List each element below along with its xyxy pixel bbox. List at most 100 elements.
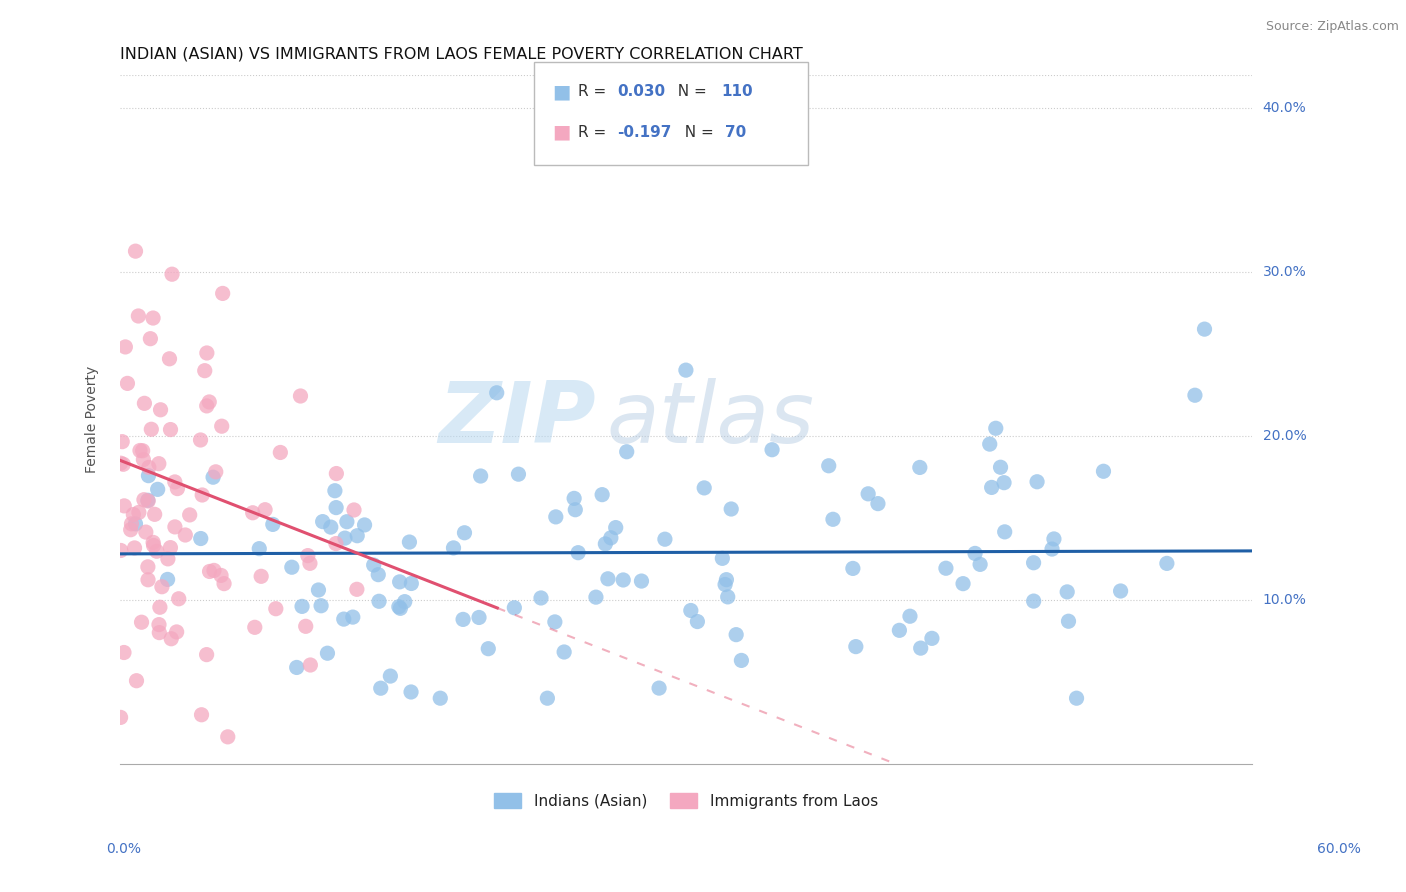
Point	[290, 389, 312, 403]
Text: N =: N =	[668, 85, 711, 99]
Point	[124, 516, 146, 531]
Point	[336, 515, 359, 529]
Point	[190, 532, 212, 546]
Point	[1194, 322, 1216, 336]
Point	[309, 599, 332, 613]
Point	[325, 536, 347, 550]
Point	[443, 541, 465, 555]
Point	[394, 594, 416, 608]
Point	[127, 309, 149, 323]
Point	[269, 445, 291, 459]
Point	[993, 475, 1015, 490]
Point	[204, 465, 226, 479]
Point	[112, 457, 135, 471]
Point	[111, 434, 134, 449]
Point	[567, 546, 589, 560]
Point	[898, 609, 921, 624]
Point	[139, 332, 162, 346]
Point	[399, 685, 422, 699]
Point	[297, 549, 319, 563]
Point	[281, 560, 304, 574]
Point	[166, 482, 188, 496]
Point	[679, 603, 702, 617]
Point	[156, 573, 179, 587]
Text: 60.0%: 60.0%	[1316, 842, 1361, 856]
Point	[212, 576, 235, 591]
Text: R =: R =	[578, 125, 612, 139]
Point	[544, 509, 567, 524]
Point	[124, 244, 146, 259]
Text: Source: ZipAtlas.com: Source: ZipAtlas.com	[1265, 20, 1399, 33]
Point	[693, 481, 716, 495]
Point	[429, 691, 451, 706]
Point	[530, 591, 553, 605]
Point	[124, 541, 146, 555]
Point	[686, 615, 709, 629]
Point	[217, 730, 239, 744]
Point	[174, 528, 197, 542]
Point	[952, 576, 974, 591]
Point	[143, 508, 166, 522]
Point	[564, 502, 586, 516]
Point	[136, 494, 159, 508]
Point	[380, 669, 402, 683]
Point	[1057, 614, 1080, 628]
Point	[159, 541, 181, 555]
Point	[716, 573, 738, 587]
Point	[114, 340, 136, 354]
Point	[842, 561, 865, 575]
Point	[160, 632, 183, 646]
Point	[342, 610, 364, 624]
Point	[148, 625, 170, 640]
Point	[503, 600, 526, 615]
Point	[110, 456, 132, 470]
Point	[935, 561, 957, 575]
Point	[209, 568, 232, 582]
Point	[485, 385, 508, 400]
Point	[1092, 464, 1115, 478]
Point	[599, 531, 621, 545]
Point	[343, 503, 366, 517]
Point	[353, 517, 375, 532]
Point	[630, 574, 652, 588]
Point	[159, 423, 181, 437]
Point	[717, 590, 740, 604]
Point	[388, 574, 411, 589]
Point	[254, 502, 277, 516]
Point	[285, 660, 308, 674]
Point	[910, 641, 932, 656]
Point	[136, 493, 159, 508]
Point	[112, 499, 135, 513]
Point	[159, 351, 181, 366]
Point	[247, 541, 270, 556]
Point	[994, 524, 1017, 539]
Point	[138, 468, 160, 483]
Point	[311, 515, 333, 529]
Point	[112, 646, 135, 660]
Legend: Indians (Asian), Immigrants from Laos: Indians (Asian), Immigrants from Laos	[488, 787, 884, 814]
Text: 70: 70	[725, 125, 747, 139]
Point	[980, 480, 1002, 494]
Point	[368, 594, 391, 608]
Point	[821, 512, 844, 526]
Point	[451, 612, 474, 626]
Point	[167, 591, 190, 606]
Point	[720, 502, 742, 516]
Text: 20.0%: 20.0%	[1263, 429, 1306, 442]
Point	[817, 458, 839, 473]
Point	[654, 532, 676, 546]
Point	[319, 520, 342, 534]
Point	[299, 658, 322, 673]
Point	[202, 470, 225, 484]
Text: 30.0%: 30.0%	[1263, 265, 1306, 278]
Point	[453, 525, 475, 540]
Point	[262, 517, 284, 532]
Text: 0.030: 0.030	[617, 85, 665, 99]
Point	[346, 582, 368, 597]
Point	[562, 491, 585, 506]
Point	[110, 710, 132, 724]
Point	[596, 572, 619, 586]
Point	[150, 580, 173, 594]
Point	[195, 346, 218, 360]
Point	[711, 551, 734, 566]
